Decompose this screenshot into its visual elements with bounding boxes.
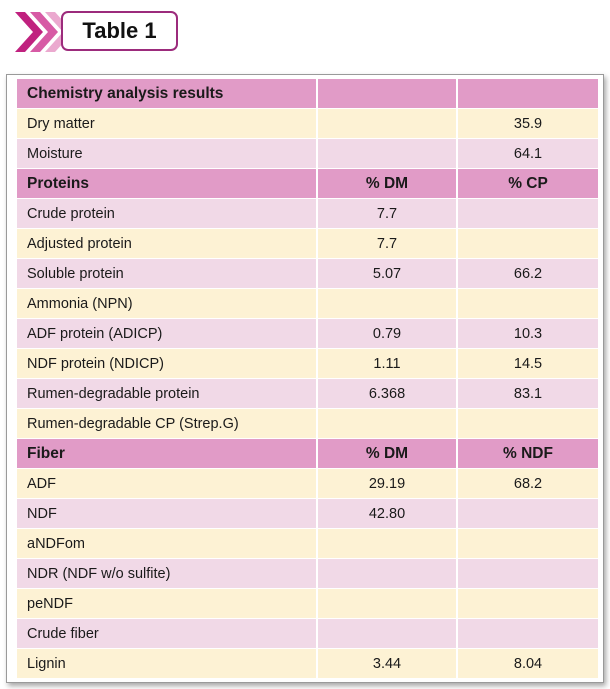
table-title: Table 1 [61,11,178,51]
row-label-cell: NDF [17,498,318,529]
value-cell [317,408,458,439]
section-header-row: Proteins% DM% CP [17,168,600,199]
value-cell [457,558,600,589]
row-label-cell: Fiber [17,438,318,469]
value-cell: 6.368 [317,378,458,409]
table-row: Rumen-degradable protein 6.368 83.1 [17,378,600,409]
row-label-cell: Rumen-degradable protein [17,378,318,409]
table-row: Crude fiber [17,618,600,649]
row-label-cell: Rumen-degradable CP (Strep.G) [17,408,318,439]
value-cell: 7.7 [317,198,458,229]
value-cell [317,528,458,559]
value-cell [457,528,600,559]
value-cell [317,79,458,109]
value-cell [457,198,600,229]
table-row: Dry matter 35.9 [17,108,600,139]
value-cell [457,288,600,319]
row-label-cell: Proteins [17,168,318,199]
value-cell [457,228,600,259]
value-cell: % CP [457,168,600,199]
table-row: Lignin 3.44 8.04 [17,648,600,679]
table-row: ADF protein (ADICP) 0.79 10.3 [17,318,600,349]
row-label-cell: Soluble protein [17,258,318,289]
row-label-cell: aNDFom [17,528,318,559]
value-cell [317,618,458,649]
table-row: Soluble protein 5.07 66.2 [17,258,600,289]
row-label-cell: Adjusted protein [17,228,318,259]
value-cell: 35.9 [457,108,600,139]
value-cell: % DM [317,168,458,199]
table-row: peNDF [17,588,600,619]
value-cell: 5.07 [317,258,458,289]
table-row: ADF 29.19 68.2 [17,468,600,499]
table-row: NDF protein (NDICP) 1.11 14.5 [17,348,600,379]
value-cell: 7.7 [317,228,458,259]
row-label-cell: peNDF [17,588,318,619]
value-cell [317,138,458,169]
row-label-cell: Dry matter [17,108,318,139]
value-cell: 42.80 [317,498,458,529]
value-cell: 3.44 [317,648,458,679]
value-cell [457,79,600,109]
value-cell: 0.79 [317,318,458,349]
section-header-row: Fiber% DM% NDF [17,438,600,469]
table-row: NDR (NDF w/o sulfite) [17,558,600,589]
row-label-cell: Ammonia (NPN) [17,288,318,319]
row-label-cell: NDR (NDF w/o sulfite) [17,558,318,589]
table-row: Crude protein 7.7 [17,198,600,229]
section-header-row: Chemistry analysis results [17,79,600,109]
row-label-cell: Chemistry analysis results [17,79,318,109]
value-cell: 10.3 [457,318,600,349]
value-cell: 14.5 [457,348,600,379]
value-cell: 66.2 [457,258,600,289]
value-cell: 64.1 [457,138,600,169]
row-label-cell: ADF protein (ADICP) [17,318,318,349]
table-row: NDF 42.80 [17,498,600,529]
row-label-cell: Crude fiber [17,618,318,649]
table-row: Moisture 64.1 [17,138,600,169]
value-cell [317,558,458,589]
value-cell: 1.11 [317,348,458,379]
value-cell: % NDF [457,438,600,469]
value-cell [457,618,600,649]
table-row: Adjusted protein 7.7 [17,228,600,259]
table-row: Ammonia (NPN) [17,288,600,319]
value-cell: % DM [317,438,458,469]
value-cell: 29.19 [317,468,458,499]
table-card: Chemistry analysis results Dry matter 35.9… [6,74,604,683]
value-cell [457,588,600,619]
table-row: Rumen-degradable CP (Strep.G) [17,408,600,439]
chemistry-table: Chemistry analysis results Dry matter 35.9… [17,79,600,679]
value-cell: 8.04 [457,648,600,679]
value-cell [317,108,458,139]
table-row: aNDFom [17,528,600,559]
value-cell [457,408,600,439]
row-label-cell: ADF [17,468,318,499]
row-label-cell: NDF protein (NDICP) [17,348,318,379]
value-cell [317,288,458,319]
row-label-cell: Lignin [17,648,318,679]
value-cell: 68.2 [457,468,600,499]
value-cell: 83.1 [457,378,600,409]
row-label-cell: Crude protein [17,198,318,229]
value-cell [317,588,458,619]
value-cell [457,498,600,529]
row-label-cell: Moisture [17,138,318,169]
